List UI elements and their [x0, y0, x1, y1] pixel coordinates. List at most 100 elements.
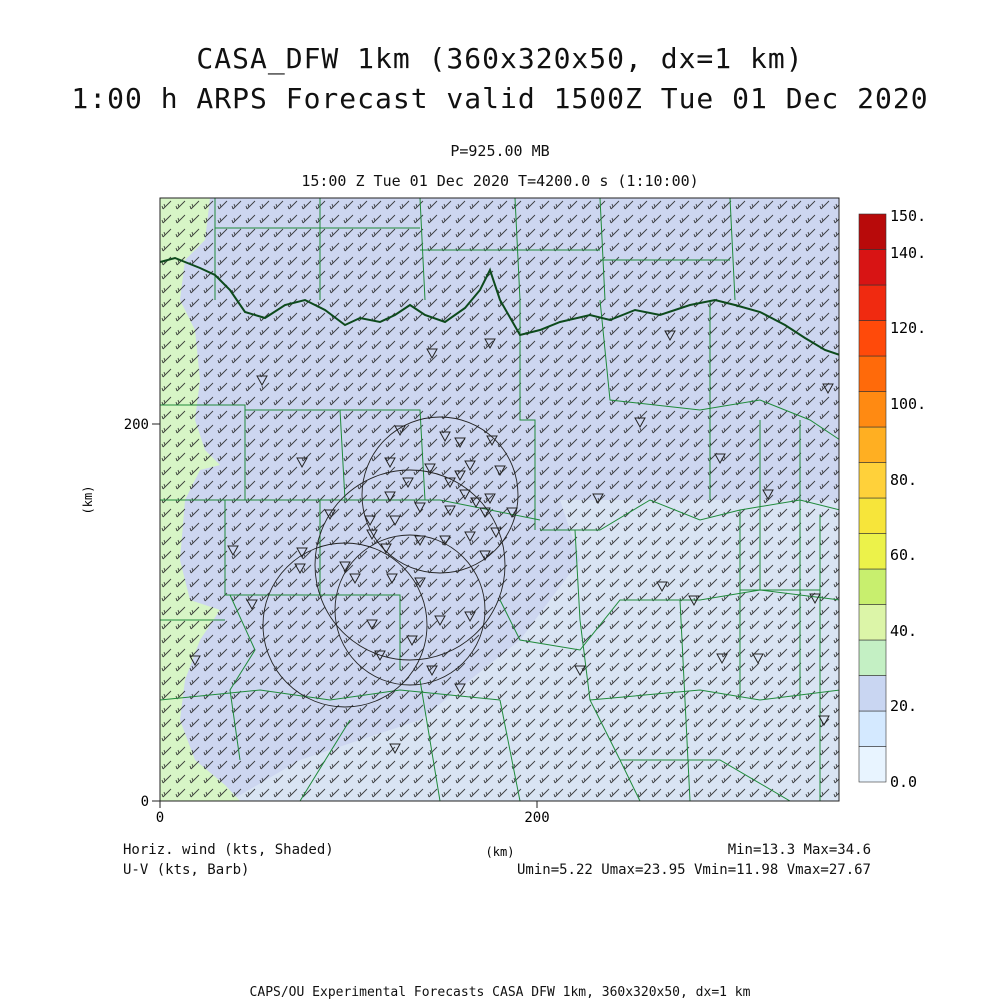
colorbar-label: 140. [890, 244, 926, 262]
station-marker [439, 431, 451, 443]
colorbar-label: 20. [890, 697, 917, 715]
colorbar-swatch [858, 391, 887, 428]
station-marker [716, 653, 728, 665]
station-markers [189, 330, 834, 755]
station-marker [349, 573, 361, 585]
colorbar-label: 40. [890, 622, 917, 640]
station-marker [444, 505, 456, 517]
station-marker [374, 650, 386, 662]
colorbar-swatch [858, 604, 887, 641]
legend-shaded: Horiz. wind (kts, Shaded) [123, 842, 334, 858]
station-marker [454, 683, 466, 695]
colorbar-swatch [858, 320, 887, 357]
colorbar-label: 150. [890, 207, 926, 225]
station-marker [394, 425, 406, 437]
station-marker [444, 477, 456, 489]
colorbar-swatch [858, 639, 887, 676]
y-tick-0: 0 [141, 794, 149, 810]
colorbar-swatch [858, 710, 887, 747]
colorbar-label: 100. [890, 395, 926, 413]
station-marker [506, 507, 518, 519]
station-marker [470, 497, 482, 509]
station-marker [454, 437, 466, 449]
time-info: 15:00 Z Tue 01 Dec 2020 T=4200.0 s (1:10… [301, 172, 699, 190]
station-marker [752, 653, 764, 665]
station-marker [426, 665, 438, 677]
station-marker [402, 477, 414, 489]
colorbar-swatch [858, 426, 887, 463]
legend-minmax: Min=13.3 Max=34.6 [727, 842, 871, 858]
station-marker [479, 507, 491, 519]
colorbar-label: 80. [890, 471, 917, 489]
station-marker [818, 715, 830, 727]
colorbar-label: 0.0 [890, 773, 917, 791]
station-marker [414, 577, 426, 589]
station-marker [762, 489, 774, 501]
station-marker [822, 383, 834, 395]
station-marker [189, 655, 201, 667]
colorbar-swatch [858, 675, 887, 712]
station-marker [384, 457, 396, 469]
station-marker [459, 489, 471, 501]
footer: CAPS/OU Experimental Forecasts CASA DFW … [249, 985, 751, 1000]
station-marker [714, 453, 726, 465]
plot-frame [159, 197, 840, 802]
station-marker [389, 743, 401, 755]
station-marker [366, 619, 378, 631]
red-river [160, 256, 839, 356]
legend-uv-minmax: Umin=5.22 Umax=23.95 Vmin=11.98 Vmax=27.… [516, 862, 871, 878]
station-marker [296, 457, 308, 469]
station-marker [227, 545, 239, 557]
station-marker [688, 595, 700, 607]
y-axis-unit: (km) [81, 486, 95, 515]
station-marker [484, 338, 496, 350]
colorbar-swatch [858, 213, 887, 250]
station-marker [384, 491, 396, 503]
station-marker [634, 417, 646, 429]
x-tick-0: 0 [156, 810, 164, 826]
axis-ticks [152, 423, 538, 808]
y-tick-200: 200 [124, 417, 149, 433]
station-marker [434, 615, 446, 627]
colorbar-label: 120. [890, 319, 926, 337]
station-marker [380, 543, 392, 555]
station-marker [479, 550, 491, 562]
station-marker [439, 535, 451, 547]
colorbar-swatch [858, 568, 887, 605]
colorbar-swatch [858, 497, 887, 534]
station-marker [464, 460, 476, 472]
station-marker [809, 593, 821, 605]
station-marker [386, 573, 398, 585]
station-marker [574, 665, 586, 677]
station-marker [256, 375, 268, 387]
colorbar-swatch [858, 249, 887, 286]
station-marker [424, 463, 436, 475]
station-marker [486, 435, 498, 447]
station-marker [406, 635, 418, 647]
x-axis-unit: (km) [486, 845, 515, 859]
station-marker [464, 531, 476, 543]
station-marker [339, 561, 351, 573]
station-marker [426, 348, 438, 360]
station-marker [464, 611, 476, 623]
colorbar-swatch [858, 462, 887, 499]
title-line-2: 1:00 h ARPS Forecast valid 1500Z Tue 01 … [71, 82, 929, 115]
station-marker [454, 470, 466, 482]
station-marker [656, 581, 668, 593]
station-marker [494, 465, 506, 477]
colorbar-swatch [858, 355, 887, 392]
station-marker [294, 563, 306, 575]
station-marker [324, 509, 336, 521]
station-marker [664, 330, 676, 342]
colorbar [858, 213, 887, 783]
x-tick-200: 200 [524, 810, 549, 826]
colorbar-label: 60. [890, 546, 917, 564]
station-marker [364, 515, 376, 527]
station-marker [592, 493, 604, 505]
station-marker [296, 547, 308, 559]
colorbar-swatch [858, 746, 887, 783]
station-marker [490, 527, 502, 539]
colorbar-labels: 0.0 20. 40. 60. 80. 100. 120. 140. 150. [890, 207, 926, 791]
radar-range-rings [262, 416, 519, 708]
